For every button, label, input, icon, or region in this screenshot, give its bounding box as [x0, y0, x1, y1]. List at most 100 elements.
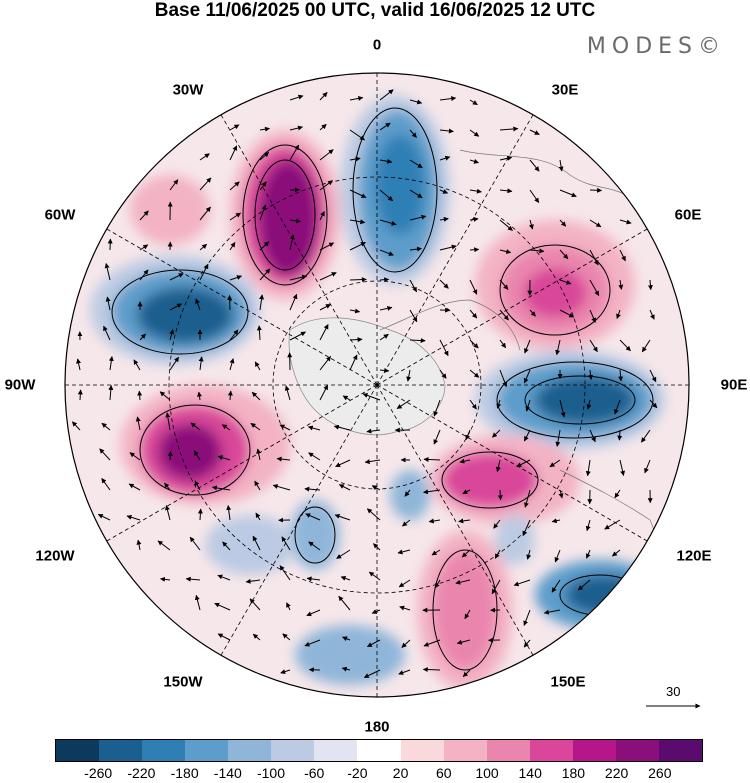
- colorbar-tick-label: 220: [604, 765, 629, 781]
- wind-vector: [169, 179, 179, 191]
- wind-vector: [549, 459, 561, 468]
- colorbar-swatch: [400, 740, 444, 761]
- wind-vector: [363, 669, 381, 678]
- wind-vector: [366, 639, 381, 648]
- wind-vector: [409, 129, 417, 138]
- wind-vector: [319, 242, 335, 251]
- wind-vector: [558, 159, 564, 172]
- wind-vector: [229, 145, 238, 161]
- wind-vector: [229, 358, 235, 371]
- wind-vector: [279, 565, 291, 581]
- wind-vector: [289, 234, 295, 251]
- wind-vector: [619, 339, 631, 352]
- wind-vector: [439, 339, 449, 357]
- wind-vector: [439, 369, 447, 379]
- wind-vector: [319, 92, 328, 101]
- wind-vector: [229, 181, 240, 191]
- wind-vector: [465, 429, 471, 441]
- wind-vector: [101, 422, 111, 431]
- wind-vector: [523, 609, 531, 626]
- wind-vector: [640, 429, 651, 443]
- wind-vector: [221, 424, 231, 431]
- colorbar-swatch: [99, 740, 143, 761]
- anomaly-region: [137, 287, 233, 343]
- wind-vector: [614, 399, 621, 415]
- lon-label-150w: 150W: [163, 673, 203, 691]
- wind-vector: [319, 123, 327, 131]
- wind-vector: [528, 219, 534, 230]
- wind-vector: [604, 519, 621, 530]
- wind-vector: [439, 96, 457, 102]
- wind-vector: [558, 489, 564, 499]
- contour-line: [496, 361, 654, 439]
- wind-vector: [409, 309, 418, 323]
- wind-vector: [524, 339, 531, 354]
- wind-vector: [406, 369, 412, 382]
- wind-vector: [423, 456, 441, 462]
- wind-vector: [259, 181, 267, 191]
- colorbar-swatch: [572, 740, 616, 761]
- wind-vector: [499, 126, 519, 132]
- contour-line: [254, 159, 316, 271]
- anomaly-region: [295, 625, 405, 685]
- wind-vector: [379, 367, 390, 373]
- wind-vector: [368, 571, 381, 581]
- wind-vector: [341, 666, 351, 672]
- wind-vector: [364, 459, 381, 465]
- wind-vector: [189, 536, 201, 551]
- wind-vector: [469, 99, 478, 106]
- wind-vector: [289, 144, 300, 161]
- wind-vector: [169, 329, 175, 341]
- wind-vector: [499, 219, 513, 231]
- map-disk: [65, 73, 689, 697]
- contour-line: [111, 269, 249, 355]
- anomaly-region: [565, 575, 645, 615]
- wind-vector: [304, 639, 321, 647]
- wind-vector: [469, 279, 478, 295]
- lon-label-120w: 120W: [35, 547, 75, 565]
- wind-vector: [97, 513, 111, 521]
- wind-vector: [319, 149, 334, 161]
- contour-line: [352, 107, 438, 273]
- wind-vector: [289, 331, 306, 341]
- wind-vector: [342, 395, 351, 401]
- wind-vector: [255, 512, 261, 521]
- wind-vector: [139, 244, 149, 251]
- wind-vector: [229, 329, 239, 341]
- wind-vector: [529, 309, 536, 317]
- wind-vector: [259, 126, 270, 132]
- meridian-line: [376, 228, 648, 386]
- meridian-line: [106, 228, 378, 386]
- wind-vector: [469, 188, 482, 194]
- wind-vector: [129, 452, 141, 461]
- wind-vector: [194, 480, 201, 491]
- lon-label-90e: 90E: [720, 376, 748, 394]
- wind-vector: [280, 669, 291, 674]
- wind-vector: [585, 459, 591, 477]
- wind-vector: [226, 505, 232, 521]
- wind-vector: [252, 535, 261, 551]
- wind-vector: [197, 508, 203, 521]
- anomaly-region: [158, 424, 222, 480]
- colorbar-tick-label: 20: [392, 765, 409, 781]
- wind-vector: [409, 159, 423, 169]
- wind-vector: [559, 219, 567, 227]
- wind-vector: [492, 429, 501, 438]
- wind-vector: [254, 361, 261, 371]
- wind-vector: [423, 489, 441, 495]
- wind-vector: [464, 609, 471, 620]
- wind-vector: [108, 356, 114, 371]
- wind-vector: [157, 540, 171, 551]
- wind-vector: [399, 605, 411, 611]
- lon-label-0: 0: [372, 36, 382, 54]
- wind-vector: [402, 519, 411, 527]
- wind-vector: [461, 549, 471, 558]
- wind-vector: [349, 129, 366, 141]
- wind-vector: [99, 448, 111, 461]
- wind-vector: [259, 152, 270, 161]
- wind-vector: [199, 206, 211, 221]
- wind-vector: [164, 482, 171, 491]
- latitude-circle: [168, 176, 586, 594]
- anomaly-region: [495, 515, 535, 565]
- wind-vector: [379, 277, 390, 283]
